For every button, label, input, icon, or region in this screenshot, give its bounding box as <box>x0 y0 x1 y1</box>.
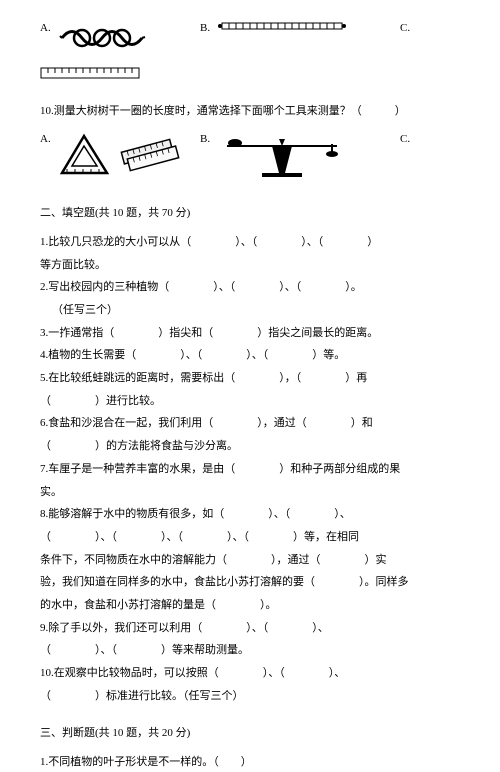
fill-8b: （ ）、（ ）、（ ）、（ ）等，在相同 <box>40 528 460 547</box>
fill-6a: 6.食盐和沙混合在一起，我们利用（ ），通过（ ）和 <box>40 414 460 433</box>
fill-1a: 1.比较几只恐龙的大小可以从（ ）、（ ）、（ ） <box>40 233 460 252</box>
section3-header: 三、判断题(共 10 题，共 20 分) <box>40 725 460 743</box>
fill-9b: （ ）、（ ）等来帮助测量。 <box>40 641 460 660</box>
q10-text: 10.测量大树树干一圈的长度时，通常选择下面哪个工具来测量？（ ） <box>40 103 460 121</box>
option-label: B. <box>200 20 210 38</box>
fill-3: 3.一拃通常指（ ）指尖和（ ）指尖之间最长的距离。 <box>40 324 460 343</box>
ruler-straight-icon <box>40 67 140 86</box>
fill-4: 4.植物的生长需要（ ）、（ ）、（ ）等。 <box>40 346 460 365</box>
q10-option-c: C. <box>400 131 440 149</box>
judge-1: 1.不同植物的叶子形状是不一样的。（ ） <box>40 753 460 772</box>
q10-option-a: A. <box>40 131 200 186</box>
fill-10b: （ ）标准进行比较。（任写三个） <box>40 687 460 706</box>
fill-8a: 8.能够溶解于水中的物质有很多，如（ ）、（ ）、 <box>40 505 460 524</box>
option-label: C. <box>400 131 410 149</box>
fill-7a: 7.车厘子是一种营养丰富的水果，是由（ ）和种子两部分组成的果 <box>40 460 460 479</box>
q10-options: A. <box>40 131 460 186</box>
option-label: B. <box>200 131 210 149</box>
fill-6b: （ ）的方法能将食盐与沙分离。 <box>40 437 460 456</box>
q9-options: A. <box>40 20 460 85</box>
q9-option-c: C. <box>400 20 440 38</box>
option-label: A. <box>40 20 51 38</box>
option-label: A. <box>40 131 51 149</box>
fill-1b: 等方面比较。 <box>40 256 460 275</box>
option-label: C. <box>400 20 410 38</box>
fill-10a: 10.在观察中比较物品时，可以按照（ ）、（ ）、 <box>40 664 460 683</box>
fill-5b: （ ）进行比较。 <box>40 392 460 411</box>
knot-rope-icon <box>57 20 152 63</box>
fill-2a: 2.写出校园内的三种植物（ ）、（ ）、（ ）。 <box>40 278 460 297</box>
q10-option-b: B. <box>200 131 400 186</box>
fill-8c: 条件下，不同物质在水中的溶解能力（ ），通过（ ）实 <box>40 551 460 570</box>
fill-8e: 的水中，食盐和小苏打溶解的量是（ ）。 <box>40 596 460 615</box>
q9-option-b: B. <box>200 20 400 39</box>
q9-option-a: A. <box>40 20 200 85</box>
triangle-ruler-icon <box>57 131 112 186</box>
tape-measure-icon <box>115 135 185 182</box>
fill-7b: 实。 <box>40 483 460 502</box>
straight-segmented-icon <box>217 20 347 39</box>
fill-8d: 验，我们知道在同样多的水中，食盐比小苏打溶解的要（ ）。同样多 <box>40 573 460 592</box>
fill-9a: 9.除了手以外，我们还可以利用（ ）、（ ）、 <box>40 619 460 638</box>
section2-header: 二、填空题(共 10 题，共 70 分) <box>40 205 460 223</box>
fill-5a: 5.在比较纸蛙跳远的距离时，需要标出（ ），（ ）再 <box>40 369 460 388</box>
fill-2b: （任写三个） <box>40 301 460 320</box>
balance-scale-icon <box>217 131 347 186</box>
